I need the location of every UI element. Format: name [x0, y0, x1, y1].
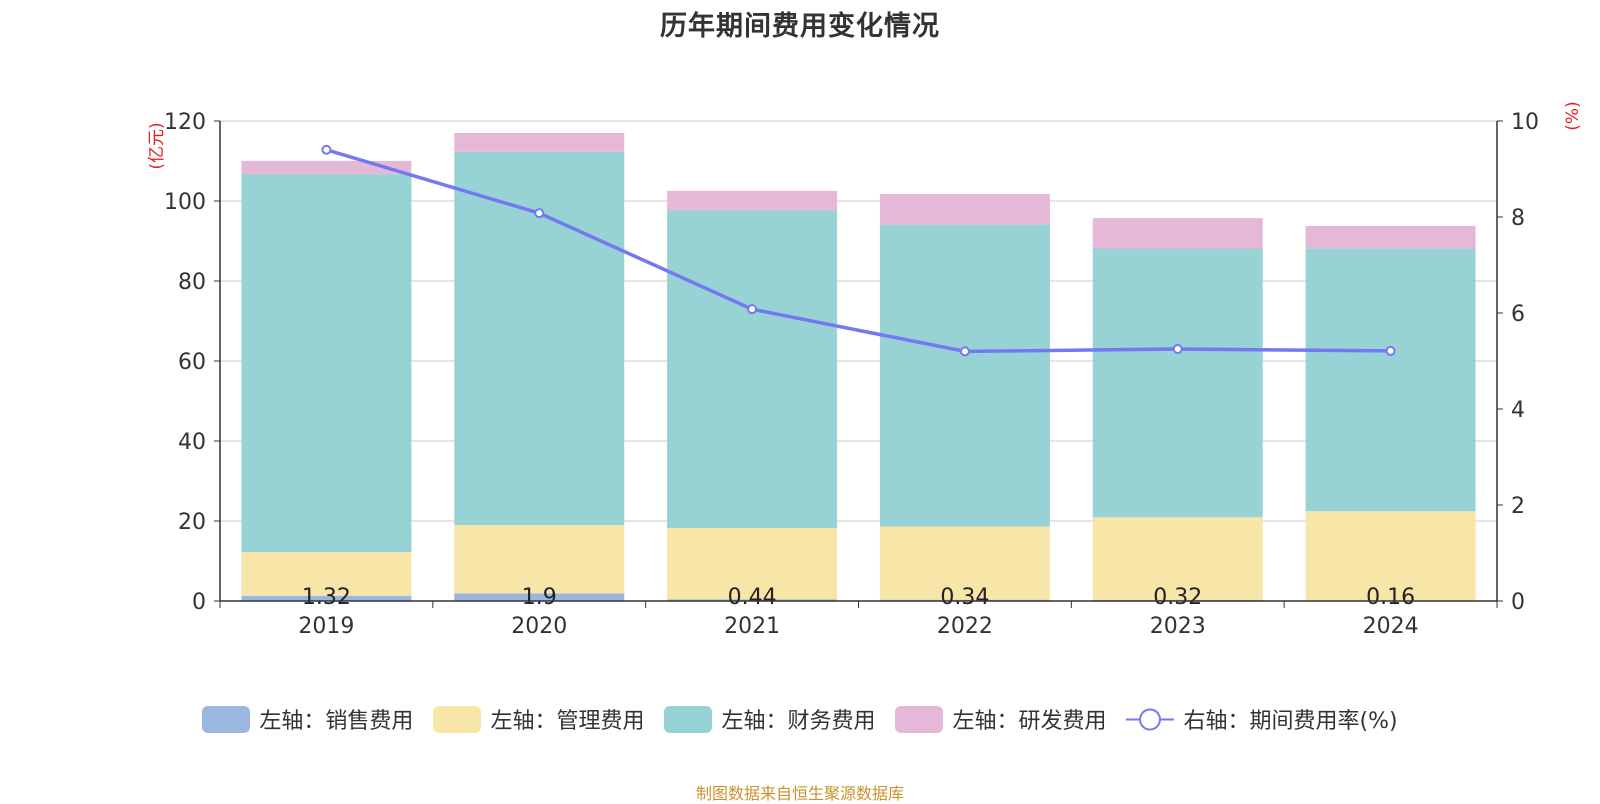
- legend-item[interactable]: 右轴：期间费用率(%): [1126, 703, 1398, 735]
- left-axis-tick-label: 120: [164, 110, 206, 135]
- rate-point: [747, 304, 758, 315]
- chart-legend: 左轴：销售费用 左轴：管理费用 左轴：财务费用 左轴：研发费用 右轴：期间费用率(%): [0, 703, 1600, 735]
- legend-item[interactable]: 左轴：管理费用: [433, 703, 644, 735]
- legend-swatch: [895, 705, 944, 733]
- right-axis-tick-label: 10: [1511, 110, 1539, 135]
- right-axis-label: (%): [1563, 101, 1583, 130]
- x-axis-tick-label: 2020: [511, 614, 567, 639]
- legend-swatch: [433, 705, 482, 733]
- x-axis-tick-label: 2023: [1150, 614, 1206, 639]
- bar-segment: [1305, 511, 1476, 601]
- bar-data-label: 0.32: [1153, 585, 1202, 610]
- bar-segment: [454, 133, 625, 152]
- bar-segment: [667, 599, 838, 601]
- left-axis-tick-label: 40: [178, 430, 206, 455]
- left-axis-tick-label: 100: [164, 190, 206, 215]
- right-axis-tick-label: 0: [1511, 590, 1525, 615]
- chart-title: 历年期间费用变化情况: [660, 11, 940, 42]
- rate-point: [1385, 345, 1396, 356]
- bar-segment: [1305, 225, 1476, 249]
- legend-item[interactable]: 左轴：研发费用: [895, 703, 1106, 735]
- bar-segment: [1305, 248, 1476, 512]
- bar-segment: [241, 174, 412, 553]
- left-axis-label: (亿元): [147, 122, 167, 169]
- bar-segment: [879, 224, 1050, 527]
- bar-segment: [454, 525, 625, 594]
- bar-data-label: 0.34: [940, 585, 989, 610]
- x-axis-tick-label: 2022: [937, 614, 993, 639]
- legend-item[interactable]: 左轴：财务费用: [664, 703, 875, 735]
- bar-segment: [667, 190, 838, 211]
- legend-swatch: [202, 705, 251, 733]
- source-footer: 制图数据来自恒生聚源数据库: [695, 784, 904, 803]
- bar-segment: [454, 593, 625, 601]
- rate-point: [1172, 344, 1183, 354]
- bar-data-label: 1.9: [522, 585, 557, 610]
- left-axis-tick-label: 80: [178, 270, 206, 295]
- legend-swatch: [664, 705, 713, 733]
- x-axis-tick-label: 2021: [724, 614, 780, 639]
- bar-segment: [241, 595, 412, 601]
- bar-segment: [667, 528, 838, 600]
- left-axis-tick-label: 0: [192, 590, 206, 615]
- right-axis-tick-label: 2: [1511, 494, 1525, 519]
- legend-label: 左轴：销售费用: [259, 709, 414, 734]
- chart-plot: 0 20 40 60 80 100 120 0 2 4 6 8 10 (亿元) (%) 1.32 1.9 0.44…: [147, 101, 1583, 639]
- bar-data-label: 0.16: [1366, 585, 1415, 610]
- bar-data-label: 1.32: [302, 585, 351, 610]
- bar-segment: [241, 552, 412, 596]
- rate-point: [959, 346, 970, 357]
- bar-segment: [454, 151, 625, 526]
- left-axis-tick-label: 60: [178, 350, 206, 375]
- legend-line-marker: [1126, 708, 1175, 730]
- bar-segment: [879, 194, 1050, 225]
- bar-segment: [879, 526, 1050, 600]
- x-axis-tick-label: 2019: [298, 614, 354, 639]
- bar-segment: [667, 210, 838, 529]
- bar-data-label: 0.44: [728, 585, 777, 610]
- x-axis-tick-label: 2024: [1363, 614, 1419, 639]
- right-axis-tick-label: 6: [1511, 302, 1525, 327]
- legend-line-circle: [1139, 708, 1162, 730]
- right-axis-tick-label: 8: [1511, 206, 1525, 231]
- rate-point: [321, 144, 332, 155]
- legend-label: 右轴：期间费用率(%): [1183, 709, 1398, 734]
- right-axis-tick-label: 4: [1511, 398, 1525, 423]
- legend-label: 左轴：管理费用: [490, 709, 645, 734]
- rate-point: [534, 208, 545, 219]
- left-axis-tick-label: 20: [178, 510, 206, 535]
- bar-segment: [1092, 218, 1263, 249]
- bar-segment: [1092, 517, 1263, 600]
- legend-item[interactable]: 左轴：销售费用: [202, 703, 413, 735]
- rate-line: [325, 148, 1391, 354]
- bar-segment: [1092, 248, 1263, 518]
- legend-label: 左轴：研发费用: [952, 709, 1107, 734]
- legend-label: 左轴：财务费用: [721, 709, 876, 734]
